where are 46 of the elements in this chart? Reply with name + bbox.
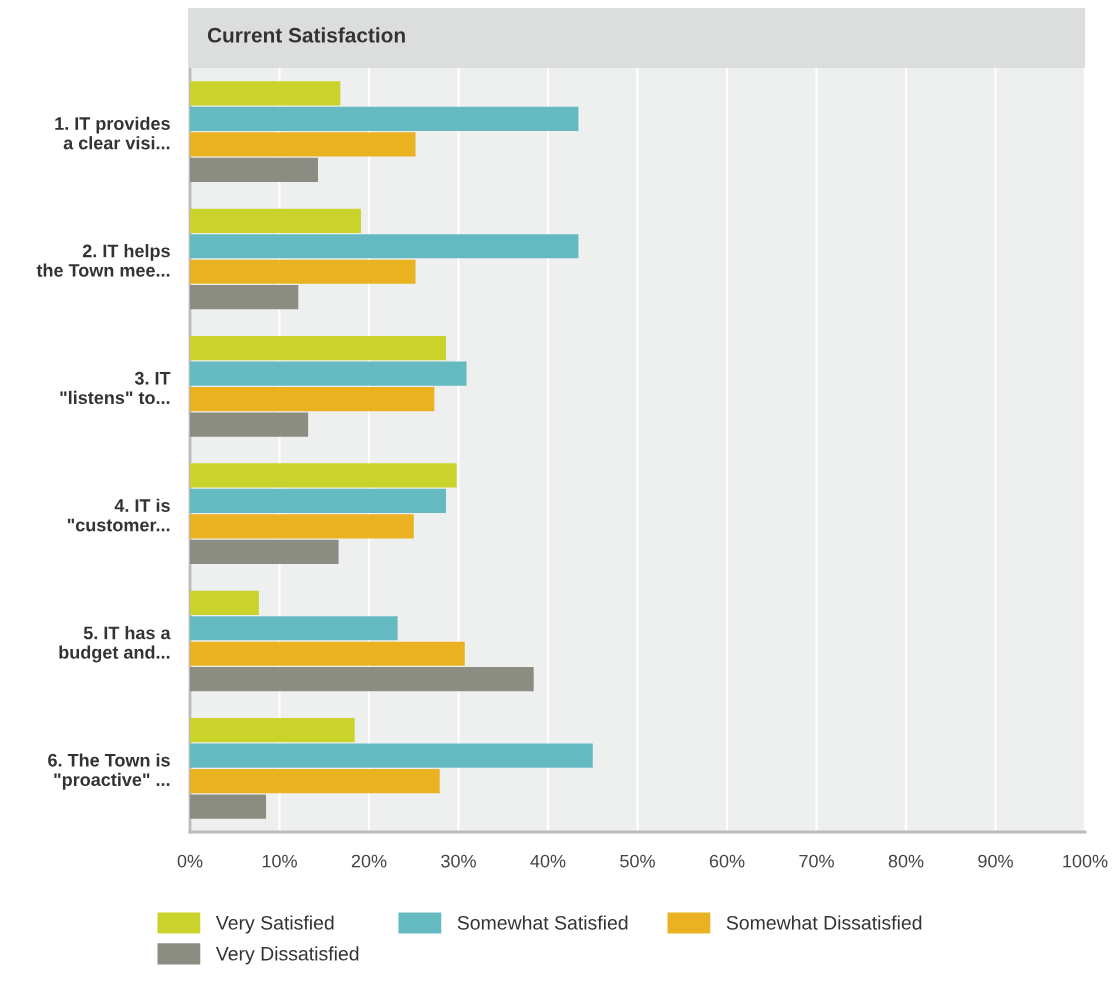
- y-tick-label: 1. IT provides a clear visi...: [55, 116, 170, 150]
- x-tick-label: 0%: [177, 854, 203, 868]
- bar: [190, 718, 355, 743]
- bar: [190, 539, 339, 564]
- bar: [190, 616, 398, 641]
- bar: [190, 743, 593, 768]
- y-tick-label: 2. IT helps the Town mee...: [36, 244, 170, 277]
- legend-label: Very Satisfied: [215, 915, 334, 934]
- x-tick-label: 80%: [888, 854, 924, 868]
- legend-label: Somewhat Dissatisfied: [726, 915, 922, 930]
- y-tick-label: 5. IT has a budget and...: [59, 626, 171, 663]
- bar: [190, 361, 467, 386]
- bar: [190, 285, 299, 310]
- x-tick-label: 30%: [441, 854, 476, 868]
- x-tick-label: 60%: [709, 854, 745, 868]
- bar: [190, 208, 361, 233]
- x-tick-label: 70%: [799, 854, 834, 868]
- bar: [190, 463, 457, 488]
- y-tick-label: 3. IT "listens" to...: [60, 371, 171, 405]
- bar: [190, 488, 446, 514]
- y-tick-label: 6. The Town is "proactive" ...: [48, 753, 170, 790]
- bar: [190, 412, 309, 437]
- bar: [190, 157, 318, 182]
- bar: [190, 768, 440, 794]
- bar: [190, 794, 267, 819]
- y-tick-label: 4. IT is "customer...: [67, 498, 170, 532]
- bar: [190, 386, 435, 412]
- bar: [190, 667, 534, 692]
- bar: [190, 234, 579, 259]
- x-tick-label: 50%: [620, 854, 655, 868]
- x-tick-label: 10%: [262, 854, 297, 868]
- bar: [190, 336, 446, 361]
- bar: [190, 81, 341, 106]
- bar: [190, 259, 416, 284]
- x-tick-label: 20%: [351, 854, 387, 868]
- bar: [190, 641, 465, 666]
- bar: [190, 514, 414, 539]
- x-tick-label: 40%: [530, 854, 566, 868]
- bar: [190, 132, 416, 157]
- bar: [190, 106, 579, 132]
- legend-label: Somewhat Satisfied: [457, 915, 628, 930]
- chart-title: Current Satisfaction: [207, 27, 405, 43]
- legend-label: Very Dissatisfied: [215, 946, 359, 965]
- x-tick-label: 90%: [978, 854, 1013, 868]
- x-tick-label: 100%: [1063, 854, 1108, 868]
- bar: [190, 590, 259, 615]
